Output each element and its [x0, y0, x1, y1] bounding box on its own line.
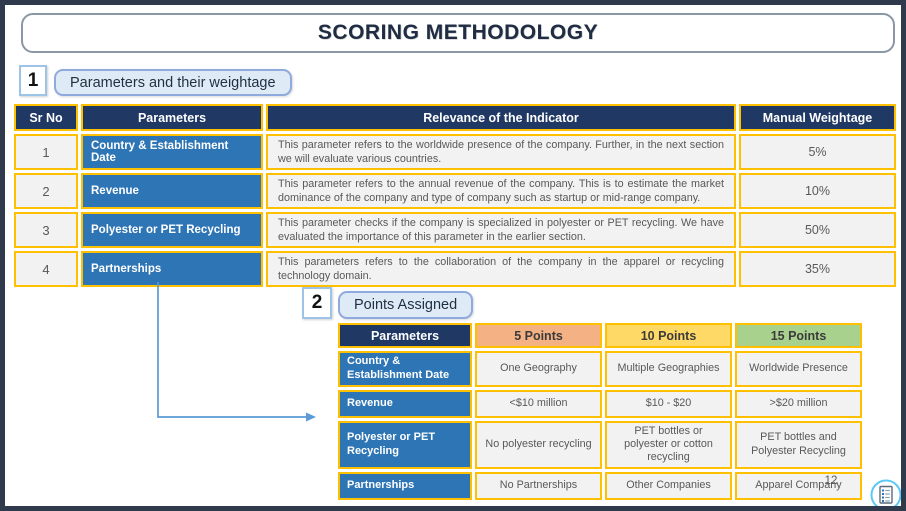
cell-relevance: This parameter checks if the company is … — [266, 212, 736, 249]
page-number: 12 — [824, 475, 838, 487]
cell-15-points: PET bottles and Polyester Recycling — [735, 420, 862, 469]
cell-parameter: Partnerships — [338, 471, 472, 500]
cell-parameter: Revenue — [81, 173, 263, 210]
cell-5-points: No Partnerships — [475, 471, 602, 500]
table-row: 3 Polyester or PET Recycling This parame… — [14, 212, 896, 249]
cell-parameter: Polyester or PET Recycling — [81, 212, 263, 249]
cell-5-points: <$10 million — [475, 389, 602, 418]
table-row: Revenue <$10 million $10 - $20 >$20 mill… — [338, 389, 862, 418]
column-header-weightage: Manual Weightage — [739, 104, 896, 131]
slide-title-box: SCORING METHODOLOGY — [21, 13, 895, 53]
weightage-table: Sr No Parameters Relevance of the Indica… — [11, 101, 899, 290]
cell-10-points: Other Companies — [605, 471, 732, 500]
cell-sr-no: 3 — [14, 212, 78, 249]
cell-10-points: $10 - $20 — [605, 389, 732, 418]
section-1-number: 1 — [27, 69, 39, 91]
section-2-number-badge: 2 — [302, 287, 332, 319]
notes-icon-button[interactable] — [868, 477, 901, 506]
cell-15-points: >$20 million — [735, 389, 862, 418]
cell-5-points: One Geography — [475, 351, 602, 387]
cell-weightage: 35% — [739, 251, 896, 288]
section-2-number: 2 — [311, 292, 323, 313]
table-row: Country & Establishment Date One Geograp… — [338, 351, 862, 387]
cell-15-points: Worldwide Presence — [735, 351, 862, 387]
cell-10-points: Multiple Geographies — [605, 351, 732, 387]
cell-relevance: This parameters refers to the collaborat… — [266, 251, 736, 288]
cell-weightage: 50% — [739, 212, 896, 249]
cell-sr-no: 1 — [14, 134, 78, 171]
cell-15-points: Apparel Company — [735, 471, 862, 500]
column-header-10-points: 10 Points — [605, 323, 732, 348]
notes-document-icon — [870, 479, 901, 506]
points-table-header-row: Parameters 5 Points 10 Points 15 Points — [338, 323, 862, 348]
cell-5-points: No polyester recycling — [475, 420, 602, 469]
table-row: 1 Country & Establishment Date This para… — [14, 134, 896, 171]
cell-parameter: Polyester or PET Recycling — [338, 420, 472, 469]
section-1-label: Parameters and their weightage — [54, 69, 292, 96]
section-2-label: Points Assigned — [338, 291, 474, 319]
page-title: SCORING METHODOLOGY — [317, 21, 599, 44]
column-header-parameters: Parameters — [338, 323, 472, 348]
cell-parameter: Partnerships — [81, 251, 263, 288]
cell-weightage: 5% — [739, 134, 896, 171]
cell-relevance: This parameter refers to the worldwide p… — [266, 134, 736, 171]
table-row: 4 Partnerships This parameters refers to… — [14, 251, 896, 288]
cell-parameter: Country & Establishment Date — [338, 351, 472, 387]
cell-sr-no: 4 — [14, 251, 78, 288]
cell-weightage: 10% — [739, 173, 896, 210]
section-1-label-text: Parameters and their weightage — [70, 74, 276, 91]
cell-relevance: This parameter refers to the annual reve… — [266, 173, 736, 210]
weightage-table-header-row: Sr No Parameters Relevance of the Indica… — [14, 104, 896, 131]
section-1-number-badge: 1 — [19, 65, 47, 96]
column-header-5-points: 5 Points — [475, 323, 602, 348]
column-header-parameters: Parameters — [81, 104, 263, 131]
cell-parameter: Revenue — [338, 389, 472, 418]
table-row: Polyester or PET Recycling No polyester … — [338, 420, 862, 469]
column-header-relevance: Relevance of the Indicator — [266, 104, 736, 131]
cell-parameter: Country & Establishment Date — [81, 134, 263, 171]
section-2-label-text: Points Assigned — [354, 297, 458, 313]
table-row: Partnerships No Partnerships Other Compa… — [338, 471, 862, 500]
cell-sr-no: 2 — [14, 173, 78, 210]
table-row: 2 Revenue This parameter refers to the a… — [14, 173, 896, 210]
column-header-15-points: 15 Points — [735, 323, 862, 348]
points-assigned-table: Parameters 5 Points 10 Points 15 Points … — [335, 320, 865, 503]
cell-10-points: PET bottles or polyester or cotton recyc… — [605, 420, 732, 469]
connector-arrow — [157, 282, 316, 422]
column-header-sr-no: Sr No — [14, 104, 78, 131]
